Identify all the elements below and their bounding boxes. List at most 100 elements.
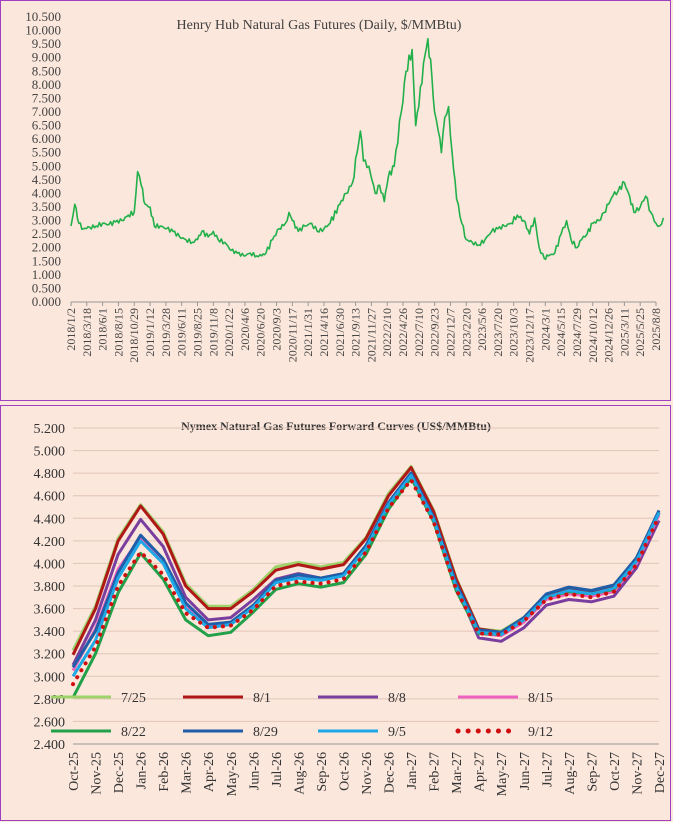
y-tick-label: 3.000	[34, 670, 66, 685]
x-tick-label: Apr-27	[473, 752, 488, 792]
x-tick-label: 2022/9/23	[428, 308, 442, 357]
y-tick-label: 1.500	[32, 253, 61, 268]
x-tick-label: May-27	[495, 752, 510, 796]
x-tick-label: Dec-25	[112, 752, 127, 793]
x-tick-label: 2025/5/25	[633, 308, 647, 357]
y-tick-label: 3.600	[34, 603, 66, 618]
henry-hub-chart-panel: Henry Hub Natural Gas Futures (Daily, $/…	[0, 0, 671, 401]
x-tick-label: Jun-26	[247, 752, 262, 790]
legend-label: 9/5	[388, 725, 406, 740]
y-tick-label: 3.200	[34, 648, 66, 663]
x-tick-label: 2020/6/20	[254, 308, 268, 357]
series-line-9-5	[71, 473, 661, 678]
x-tick-label: 2023/5/6	[475, 308, 489, 351]
x-tick-label: 2019/11/8	[206, 308, 220, 356]
x-tick-label: 2021/9/13	[349, 308, 363, 357]
x-tick-label: 2024/7/29	[570, 308, 584, 357]
x-tick-label: Mar-27	[450, 752, 465, 794]
x-tick-label: 2024/3/1	[538, 308, 552, 351]
y-tick-label: 5.000	[34, 445, 66, 460]
y-tick-label: 2.500	[32, 226, 61, 241]
y-tick-label: 2.000	[32, 240, 61, 255]
chart-title: Nymex Natural Gas Futures Forward Curves…	[181, 419, 491, 433]
x-tick-label: 2020/4/6	[238, 308, 252, 351]
legend-label: 7/25	[121, 691, 146, 706]
x-tick-label: Jul-27	[540, 752, 555, 787]
x-tick-label: Oct-25	[67, 752, 82, 791]
x-tick-label: 2019/8/25	[190, 308, 204, 357]
x-tick-label: 2018/10/29	[127, 308, 141, 363]
x-tick-label: Mar-26	[180, 752, 195, 794]
legend-label: 9/12	[528, 725, 553, 740]
y-tick-label: 7.000	[32, 104, 61, 119]
forward-curves-chart-panel: Nymex Natural Gas Futures Forward Curves…	[0, 405, 671, 821]
x-tick-label: 2021/1/31	[301, 308, 315, 357]
y-tick-label: 2.600	[34, 715, 66, 730]
y-tick-label: 5.000	[32, 158, 61, 173]
x-tick-label: 2020/9/3	[270, 308, 284, 351]
y-tick-label: 4.000	[34, 557, 66, 572]
y-tick-label: 2.800	[34, 693, 66, 708]
y-tick-label: 2.400	[34, 738, 66, 753]
x-tick-label: 2025/8/8	[649, 308, 663, 351]
legend-label: 8/29	[253, 725, 278, 740]
series-line-9-12	[71, 477, 661, 687]
x-tick-label: Jul-26	[270, 752, 285, 787]
x-tick-label: Nov-27	[630, 752, 645, 795]
x-tick-label: Jan-26	[135, 752, 150, 789]
x-tick-label: 2023/7/20	[491, 308, 505, 357]
legend-label: 8/22	[121, 725, 146, 740]
x-tick-label: 2022/4/26	[396, 308, 410, 357]
y-tick-label: 5.200	[34, 422, 66, 437]
x-tick-label: Nov-25	[90, 752, 105, 795]
y-tick-label: 3.800	[34, 580, 66, 595]
y-tick-label: 7.500	[32, 90, 61, 105]
x-tick-label: Feb-26	[157, 752, 172, 792]
x-tick-label: 2023/2/20	[459, 308, 473, 357]
chart-title: Henry Hub Natural Gas Futures (Daily, $/…	[177, 18, 462, 33]
y-tick-label: 9.500	[32, 36, 61, 51]
y-tick-label: 3.500	[32, 199, 61, 214]
henry-hub-chart: Henry Hub Natural Gas Futures (Daily, $/…	[25, 9, 665, 363]
x-tick-label: 2019/1/12	[143, 308, 157, 357]
y-tick-label: 3.400	[34, 625, 66, 640]
forward-curves-chart: Nymex Natural Gas Futures Forward Curves…	[34, 419, 669, 796]
x-tick-label: 2019/6/11	[175, 308, 189, 356]
y-tick-label: 0.500	[32, 280, 61, 295]
x-tick-label: 2021/6/30	[333, 308, 347, 357]
x-tick-label: Feb-27	[428, 752, 443, 792]
y-tick-label: 6.000	[32, 131, 61, 146]
y-tick-label: 4.400	[34, 512, 66, 527]
x-tick-label: Jan-27	[405, 752, 420, 789]
x-tick-label: 2021/4/16	[317, 308, 331, 357]
x-tick-label: 2022/2/10	[380, 308, 394, 357]
x-tick-label: Sep-26	[315, 752, 330, 792]
y-tick-label: 10.500	[25, 9, 61, 24]
x-tick-label: Apr-26	[202, 752, 217, 792]
x-tick-label: Aug-27	[563, 752, 578, 795]
y-tick-label: 8.500	[32, 63, 61, 78]
x-tick-label: 2018/1/2	[64, 308, 78, 351]
y-tick-label: 3.000	[32, 213, 61, 228]
y-tick-label: 4.600	[34, 490, 66, 505]
y-tick-label: 8.000	[32, 77, 61, 92]
y-tick-label: 4.500	[32, 172, 61, 187]
price-series-line	[70, 37, 665, 261]
x-tick-label: 2025/3/11	[617, 308, 631, 356]
x-tick-label: Oct-27	[608, 752, 623, 791]
y-tick-label: 9.000	[32, 50, 61, 65]
y-tick-label: 6.500	[32, 118, 61, 133]
x-tick-label: 2018/8/15	[111, 308, 125, 357]
x-tick-label: 2020/11/17	[285, 308, 299, 362]
x-tick-label: 2022/7/10	[412, 308, 426, 357]
x-tick-label: Dec-27	[653, 752, 668, 793]
x-tick-label: 2021/11/27	[364, 308, 378, 362]
x-tick-label: Oct-26	[337, 752, 352, 791]
x-tick-label: 2024/12/26	[602, 308, 616, 363]
x-tick-label: 2024/10/12	[586, 308, 600, 363]
x-tick-label: Aug-26	[292, 752, 307, 795]
series-line-8-29	[71, 471, 661, 669]
x-tick-label: 2019/3/28	[159, 308, 173, 357]
y-tick-label: 4.200	[34, 535, 66, 550]
y-tick-label: 1.000	[32, 267, 61, 282]
